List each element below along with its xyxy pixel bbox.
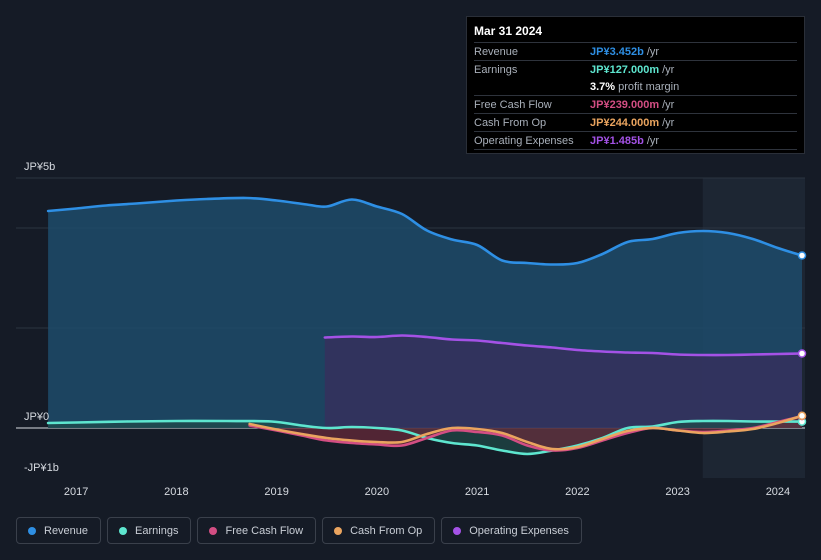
opex-area [324, 335, 802, 428]
legend-item-operating-expenses[interactable]: Operating Expenses [441, 517, 582, 544]
tooltip-unit: profit margin [618, 80, 680, 93]
legend-item-free-cash-flow[interactable]: Free Cash Flow [197, 517, 317, 544]
tooltip-row-operating-expenses: Operating Expenses JP¥1.485b /yr [474, 132, 797, 150]
tooltip-value: JP¥3.452b [590, 45, 644, 58]
legend-label: Cash From Op [350, 524, 423, 537]
tooltip-value: JP¥244.000m [590, 116, 660, 129]
y-tick-label: JP¥0 [24, 411, 49, 423]
opex-line [323, 334, 804, 357]
legend-label: Free Cash Flow [225, 524, 304, 537]
x-tick-label: 2023 [665, 486, 689, 498]
series-fills [48, 197, 803, 454]
tooltip-date: Mar 31 2024 [474, 17, 797, 43]
y-tick-label: -JP¥1b [24, 462, 59, 474]
legend-dot-icon [453, 526, 462, 535]
tooltip-label: Free Cash Flow [474, 98, 552, 111]
tooltip-value: 3.7% [590, 80, 616, 93]
revenue-line [46, 196, 804, 266]
tooltip-unit: /yr [662, 98, 675, 111]
x-tick-label: 2022 [565, 486, 589, 498]
tooltip-unit: /yr [646, 45, 660, 58]
legend-label: Operating Expenses [469, 524, 569, 537]
cfo-line [248, 414, 804, 451]
legend-dot-icon [119, 526, 128, 535]
legend: Revenue Earnings Free Cash Flow Cash Fro… [16, 517, 588, 544]
x-tick-label: 2018 [164, 486, 188, 498]
legend-item-revenue[interactable]: Revenue [16, 517, 102, 544]
legend-label: Earnings [135, 524, 179, 537]
tooltip-unit: /yr [662, 63, 675, 76]
y-axis-labels: JP¥5b JP¥0 -JP¥1b [24, 161, 59, 474]
x-tick-label: 2019 [264, 486, 288, 498]
legend-dot-icon [28, 526, 36, 535]
legend-dot-icon [334, 526, 343, 535]
tooltip: Mar 31 2024 Revenue JP¥3.452b /yr Earnin… [466, 16, 805, 154]
legend-label: Revenue [44, 524, 89, 537]
tooltip-label: Operating Expenses [474, 134, 574, 147]
tooltip-row-revenue: Revenue JP¥3.452b /yr [474, 43, 797, 61]
legend-item-earnings[interactable]: Earnings [107, 517, 192, 544]
cfo-end-marker [797, 411, 807, 421]
revenue-end-marker [797, 251, 807, 260]
tooltip-label: Cash From Op [474, 116, 547, 129]
x-tick-label: 2021 [465, 486, 489, 498]
opex-end-marker [797, 349, 807, 358]
earnings-line [46, 419, 804, 456]
tooltip-row-cash-from-op: Cash From Op JP¥244.000m /yr [474, 114, 797, 132]
series-end-markers [797, 251, 807, 426]
tooltip-row-free-cash-flow: Free Cash Flow JP¥239.000m /yr [474, 96, 797, 114]
chart: JP¥5b JP¥0 -JP¥1b 2017 2018 2019 2020 2021 2022… [16, 161, 807, 498]
legend-dot-icon [209, 526, 218, 535]
tooltip-unit: /yr [662, 116, 675, 129]
tooltip-value: JP¥127.000m [590, 63, 660, 76]
tooltip-label: Earnings [474, 63, 518, 76]
tooltip-unit: /yr [646, 134, 660, 147]
tooltip-row-earnings: Earnings JP¥127.000m /yr [474, 61, 797, 78]
x-axis-labels: 2017 2018 2019 2020 2021 2022 2023 2024 [64, 486, 790, 498]
tooltip-label: Revenue [474, 45, 519, 58]
x-tick-label: 2017 [64, 486, 88, 498]
tooltip-value: JP¥1.485b [590, 134, 644, 147]
tooltip-value: JP¥239.000m [590, 98, 660, 111]
x-tick-label: 2024 [766, 486, 790, 498]
y-tick-label: JP¥5b [24, 161, 55, 173]
series-lines [46, 196, 804, 456]
tooltip-row-profit-margin: 3.7% profit margin [474, 78, 797, 96]
x-tick-label: 2020 [365, 486, 389, 498]
legend-item-cash-from-op[interactable]: Cash From Op [322, 517, 436, 544]
